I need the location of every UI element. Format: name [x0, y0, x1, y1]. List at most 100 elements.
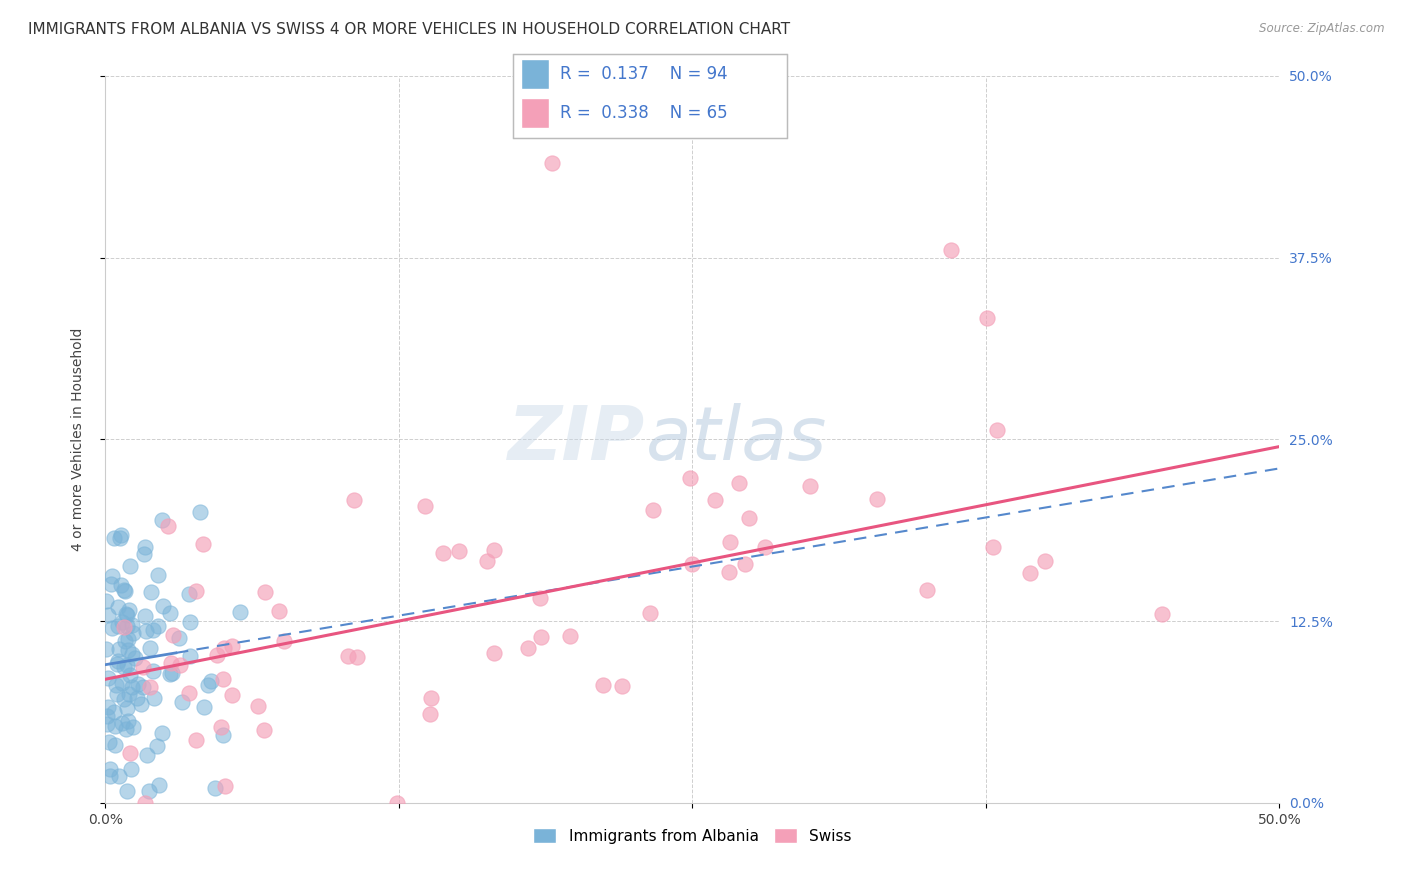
Point	[104, 719, 127, 733]
Point	[475, 554, 498, 568]
Point	[139, 640, 162, 655]
Point	[246, 699, 269, 714]
Point	[981, 540, 1004, 554]
Point	[152, 599, 174, 614]
Point	[188, 505, 211, 519]
Point	[118, 746, 141, 760]
Point	[107, 600, 129, 615]
Point	[100, 577, 122, 591]
Point	[156, 519, 179, 533]
Point	[112, 692, 135, 706]
Point	[107, 657, 129, 671]
Point	[111, 676, 134, 690]
Point	[529, 591, 551, 605]
Point	[540, 156, 562, 170]
Point	[530, 630, 553, 644]
Point	[221, 639, 243, 653]
Point	[111, 615, 134, 629]
Text: R =  0.338    N = 65: R = 0.338 N = 65	[560, 104, 727, 122]
Point	[135, 624, 157, 638]
Point	[447, 544, 470, 558]
Point	[413, 499, 436, 513]
Point	[734, 558, 756, 572]
Text: IMMIGRANTS FROM ALBANIA VS SWISS 4 OR MORE VEHICLES IN HOUSEHOLD CORRELATION CHA: IMMIGRANTS FROM ALBANIA VS SWISS 4 OR MO…	[28, 22, 790, 37]
Point	[112, 620, 135, 634]
Point	[97, 671, 120, 685]
Point	[94, 642, 117, 657]
Point	[138, 681, 160, 695]
Point	[200, 674, 222, 689]
Text: ZIP: ZIP	[508, 403, 645, 475]
Point	[96, 594, 118, 608]
Point	[1033, 554, 1056, 568]
Point	[118, 559, 141, 574]
Point	[97, 735, 120, 749]
Point	[103, 705, 125, 719]
Point	[110, 528, 132, 542]
Point	[134, 548, 156, 562]
Point	[114, 607, 136, 621]
Point	[139, 585, 162, 599]
Point	[134, 608, 156, 623]
Point	[193, 536, 215, 550]
Point	[160, 666, 183, 681]
Point	[728, 476, 751, 491]
Point	[136, 747, 159, 762]
Point	[101, 621, 124, 635]
Point	[704, 493, 727, 508]
Point	[114, 633, 136, 648]
Point	[105, 687, 128, 701]
Point	[107, 655, 129, 669]
Point	[738, 510, 761, 524]
Legend: Immigrants from Albania, Swiss: Immigrants from Albania, Swiss	[527, 822, 858, 850]
Point	[112, 583, 135, 598]
Point	[214, 779, 236, 793]
Point	[148, 568, 170, 582]
Point	[159, 656, 181, 670]
Point	[184, 584, 207, 599]
Point	[205, 648, 228, 663]
Point	[146, 619, 169, 633]
Point	[132, 680, 155, 694]
Point	[97, 608, 120, 623]
Point	[105, 678, 128, 692]
Point	[179, 686, 201, 700]
Y-axis label: 4 or more Vehicles in Household: 4 or more Vehicles in Household	[70, 327, 84, 551]
Point	[96, 709, 118, 723]
Point	[169, 658, 191, 673]
Point	[104, 738, 127, 752]
Point	[209, 721, 232, 735]
Point	[917, 582, 939, 597]
Point	[221, 688, 243, 702]
Point	[114, 584, 136, 599]
Point	[117, 632, 139, 646]
Point	[162, 628, 184, 642]
Point	[252, 723, 274, 738]
Point	[138, 783, 160, 797]
Point	[212, 728, 235, 742]
Point	[115, 701, 138, 715]
Point	[193, 700, 215, 714]
Point	[110, 578, 132, 592]
Point	[343, 492, 366, 507]
Point	[117, 714, 139, 728]
Point	[267, 604, 290, 618]
Point	[117, 642, 139, 657]
Point	[420, 691, 443, 706]
Point	[976, 311, 998, 326]
Point	[346, 650, 368, 665]
FancyBboxPatch shape	[522, 98, 548, 128]
Point	[986, 423, 1008, 437]
Point	[159, 667, 181, 681]
Point	[124, 651, 146, 665]
Point	[482, 543, 505, 558]
Point	[143, 690, 166, 705]
Point	[118, 668, 141, 682]
Point	[592, 678, 614, 692]
Point	[482, 646, 505, 660]
Point	[560, 629, 582, 643]
Point	[799, 479, 821, 493]
Point	[150, 726, 173, 740]
Text: atlas: atlas	[645, 403, 827, 475]
Point	[682, 557, 704, 571]
